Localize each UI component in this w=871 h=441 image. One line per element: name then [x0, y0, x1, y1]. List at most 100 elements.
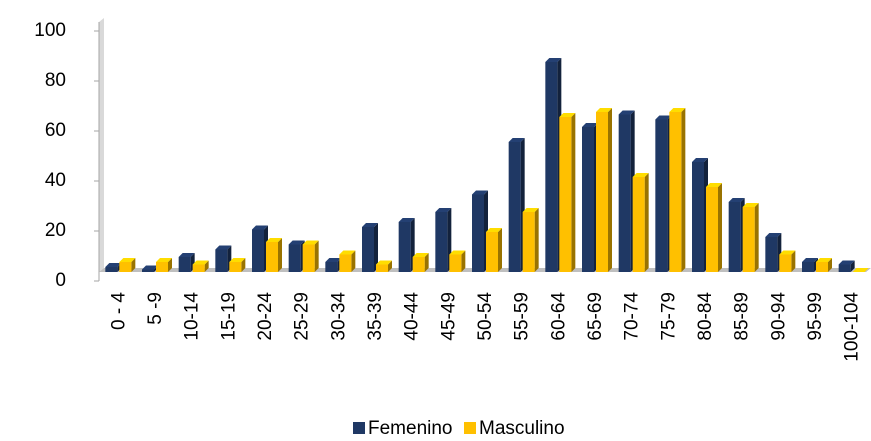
bar — [252, 229, 264, 272]
bar-side — [388, 260, 392, 272]
bar-top — [816, 258, 832, 262]
bar-side — [168, 258, 172, 272]
bar-top — [618, 110, 635, 115]
bar-side — [754, 203, 759, 272]
bar-top — [178, 253, 195, 257]
bar-top — [412, 253, 429, 257]
bar-top — [156, 258, 172, 262]
bar-top — [105, 263, 122, 267]
bar-top — [142, 265, 158, 270]
bar — [119, 262, 132, 272]
bar — [339, 254, 352, 272]
y-tick-label: 0 — [55, 270, 66, 291]
bar-top — [508, 138, 525, 142]
bar-side — [241, 258, 246, 272]
bar-side — [314, 240, 319, 272]
bar — [816, 262, 828, 272]
bar-top — [215, 245, 232, 250]
bar-top — [266, 238, 282, 242]
bar — [802, 262, 814, 272]
x-tick-label: 75-79 — [658, 292, 679, 341]
legend-swatch — [353, 422, 365, 434]
bar-side — [204, 260, 209, 272]
x-tick-label: 40-44 — [402, 292, 423, 341]
x-tick-label: 25-29 — [292, 292, 313, 341]
bar-top — [742, 203, 759, 207]
bar-top — [362, 223, 378, 227]
bar-side — [718, 183, 722, 272]
bar — [302, 244, 315, 272]
bar-side — [850, 260, 855, 272]
y-tick-label: 80 — [45, 70, 66, 91]
bar — [486, 232, 498, 272]
bar-top — [192, 260, 209, 265]
bar — [779, 254, 792, 272]
bar — [412, 257, 425, 272]
bar — [229, 262, 242, 272]
x-tick-label: 45-49 — [438, 292, 459, 341]
bar — [582, 127, 594, 272]
x-tick-label: 80-84 — [695, 292, 716, 341]
bar — [435, 212, 448, 272]
bar-top — [449, 250, 466, 255]
bar-top — [486, 228, 502, 232]
x-tick-label: 35-39 — [365, 292, 386, 341]
bar — [545, 62, 558, 272]
bar-top — [802, 258, 818, 262]
legend-label: Masculino — [479, 418, 565, 439]
x-tick-label: 70-74 — [622, 292, 643, 341]
bar — [706, 187, 718, 272]
x-tick-label: 65-69 — [585, 292, 606, 341]
bar — [178, 257, 191, 272]
bar — [472, 194, 484, 272]
bar-top — [229, 258, 246, 262]
bar — [559, 117, 572, 272]
x-tick-label: 50-54 — [475, 292, 496, 341]
bar — [618, 114, 631, 272]
bar-top — [779, 250, 796, 255]
bar-top — [522, 208, 539, 212]
x-tick-label: 60-64 — [548, 292, 569, 341]
bar — [288, 244, 301, 272]
bar-top — [376, 260, 392, 265]
bar-side — [571, 113, 576, 272]
x-tick-label: 20-24 — [255, 292, 276, 341]
bar-top — [325, 258, 342, 262]
bar — [728, 202, 741, 272]
bar-top — [838, 260, 855, 265]
bar — [596, 112, 608, 272]
bar-side — [498, 228, 502, 272]
bar-top — [339, 250, 356, 255]
x-tick-label: 0 - 4 — [108, 292, 129, 330]
bar-side — [461, 250, 466, 272]
bar-top — [655, 115, 672, 120]
bar — [742, 207, 755, 272]
legend-swatch — [464, 422, 476, 434]
bar — [215, 249, 228, 272]
bar-top — [632, 173, 649, 177]
bar-top — [765, 233, 782, 237]
x-tick-label: 95-99 — [805, 292, 826, 341]
bar — [692, 162, 704, 272]
bar-top — [252, 225, 268, 230]
x-tick-label: 15-19 — [218, 292, 239, 341]
bar-top — [435, 208, 452, 212]
bar-side — [278, 238, 282, 272]
bar-top — [398, 218, 415, 222]
bar — [655, 119, 668, 272]
bar — [449, 254, 462, 272]
back-wall — [99, 18, 104, 272]
bar-top — [472, 190, 488, 195]
x-tick-label: 90-94 — [768, 292, 789, 341]
bar — [632, 177, 645, 272]
bar-side — [424, 253, 429, 272]
bar — [838, 264, 851, 272]
bar — [325, 262, 338, 272]
bar — [376, 264, 388, 272]
x-tick-label: 10-14 — [182, 292, 203, 341]
bar-side — [131, 258, 136, 272]
bar-side — [681, 108, 686, 272]
x-tick-label: 5 -9 — [145, 292, 166, 325]
bar-side — [644, 173, 649, 272]
